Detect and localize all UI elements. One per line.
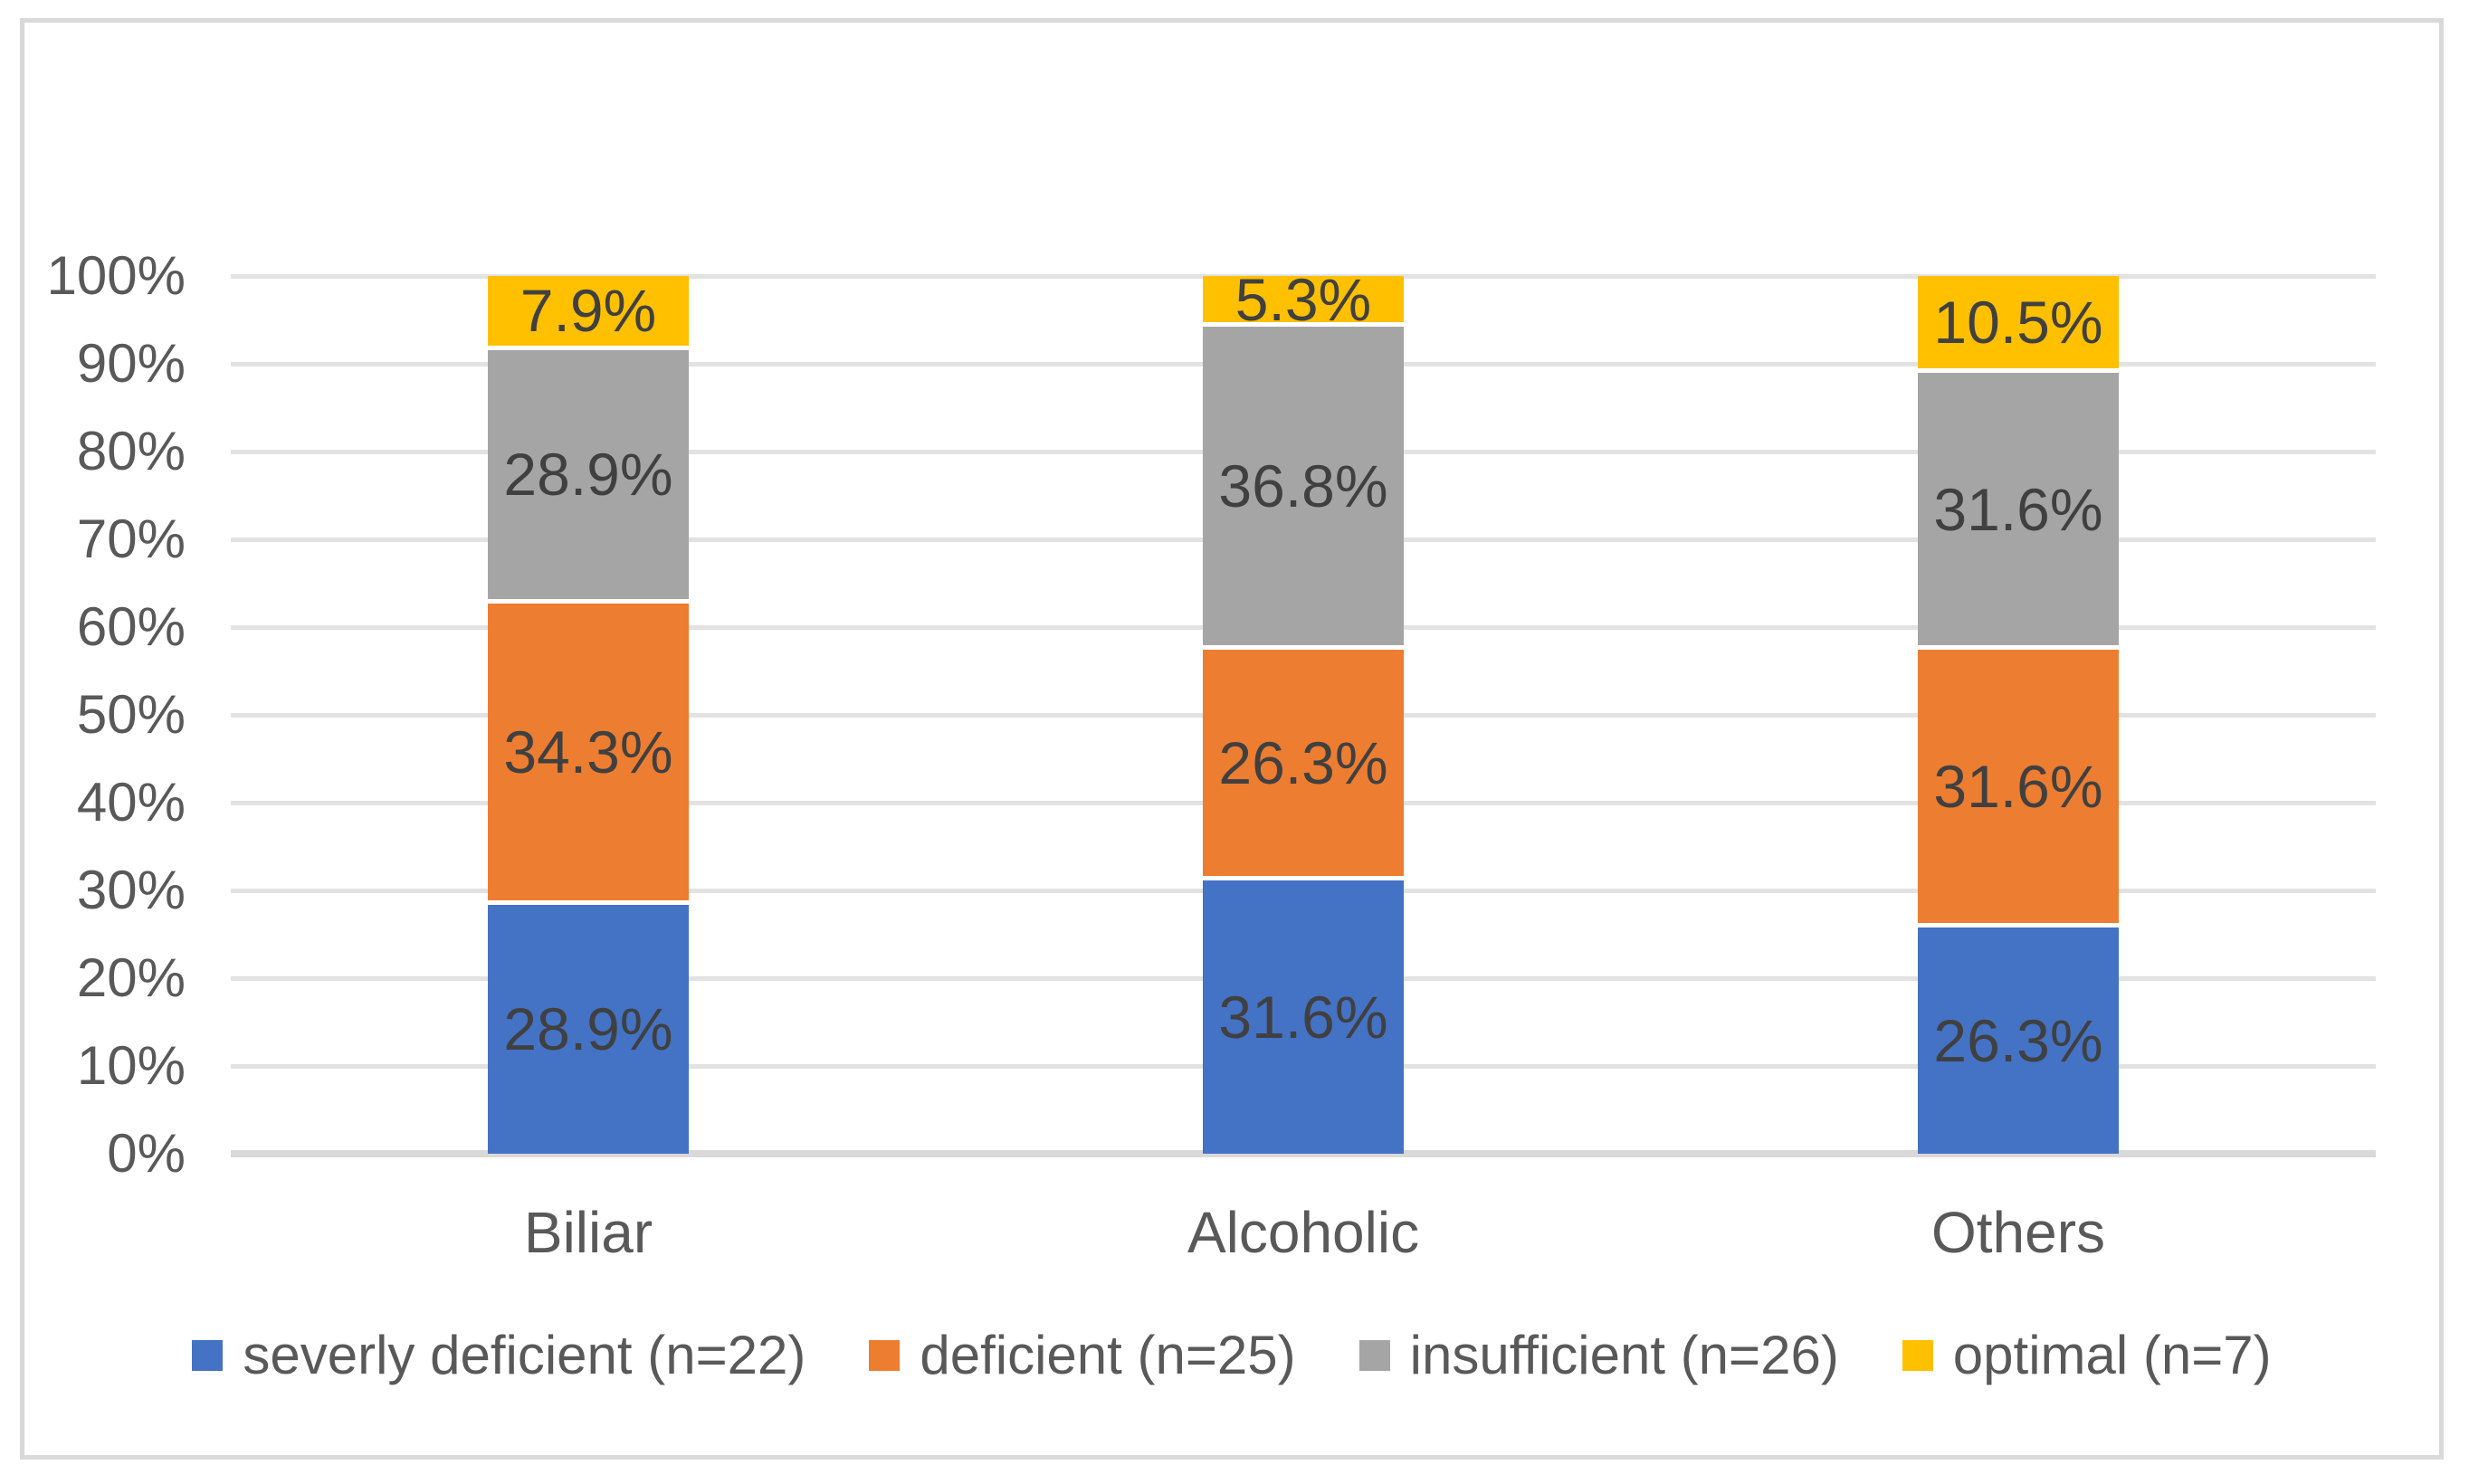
y-tick-label: 50% [76, 684, 186, 745]
legend-swatch-icon [869, 1340, 901, 1371]
bar-segment: 26.3% [1203, 645, 1404, 877]
data-label: 31.6% [1933, 753, 2103, 821]
y-tick-label: 90% [76, 333, 186, 394]
legend-item: insufficient (n=26) [1358, 1325, 1839, 1385]
data-label: 5.3% [1234, 265, 1372, 333]
y-tick-label: 0% [107, 1123, 186, 1184]
data-label: 31.6% [1933, 475, 2103, 543]
bar-group-others: 26.3% 31.6% 31.6% 10.5% [1918, 276, 2119, 1154]
legend-item: deficient (n=25) [869, 1325, 1296, 1385]
data-label: 28.9% [503, 441, 673, 509]
bar-segment: 31.6% [1918, 645, 2119, 923]
chart-legend: severly deficient (n=22) deficient (n=25)… [20, 1328, 2444, 1383]
data-label: 34.3% [503, 718, 673, 785]
legend-label: optimal (n=7) [1952, 1325, 2272, 1385]
y-tick-label: 30% [76, 860, 186, 920]
data-label: 26.3% [1218, 729, 1388, 797]
y-tick-label: 20% [76, 947, 186, 1008]
legend-item: severly deficient (n=22) [192, 1328, 806, 1383]
category-label: Alcoholic [1187, 1200, 1420, 1265]
y-tick-label: 40% [76, 772, 186, 832]
bar-segment: 26.3% [1918, 922, 2119, 1154]
x-axis-line [231, 1150, 2376, 1157]
y-tick-label: 80% [76, 421, 186, 481]
y-tick-label: 100% [46, 245, 186, 306]
legend-label: severly deficient (n=22) [243, 1325, 806, 1385]
category-label: Biliar [523, 1200, 653, 1265]
legend-swatch-icon [1902, 1340, 1933, 1371]
data-label: 28.9% [503, 995, 673, 1063]
legend-swatch-icon [192, 1340, 224, 1371]
bar-group-alcoholic: 31.6% 26.3% 36.8% 5.3% [1203, 270, 1404, 1154]
bar-segment: 34.3% [488, 598, 689, 900]
bar-segment: 31.6% [1918, 367, 2119, 646]
data-label: 10.5% [1933, 288, 2103, 356]
legend-label: deficient (n=25) [920, 1325, 1296, 1385]
bar-segment: 7.9% [488, 276, 689, 346]
bar-group-biliar: 28.9% 34.3% 28.9% 7.9% [488, 276, 689, 1154]
bar-segment: 5.3% [1203, 270, 1404, 329]
legend-swatch-icon [1358, 1340, 1390, 1371]
legend-item: optimal (n=7) [1902, 1328, 2272, 1383]
category-label: Others [1930, 1200, 2106, 1265]
data-label: 31.6% [1218, 984, 1388, 1051]
y-tick-label: 70% [76, 509, 186, 569]
data-label: 26.3% [1933, 1006, 2103, 1074]
bar-segment: 10.5% [1918, 276, 2119, 368]
bar-segment: 28.9% [488, 345, 689, 599]
data-label: 36.8% [1218, 452, 1388, 520]
y-tick-label: 10% [76, 1035, 186, 1096]
bar-segment: 31.6% [1203, 876, 1404, 1154]
data-label: 7.9% [520, 277, 657, 345]
legend-label: insufficient (n=26) [1409, 1325, 1839, 1385]
bar-segment: 28.9% [488, 899, 689, 1154]
bar-segment: 36.8% [1203, 322, 1404, 646]
y-tick-label: 60% [76, 596, 186, 657]
